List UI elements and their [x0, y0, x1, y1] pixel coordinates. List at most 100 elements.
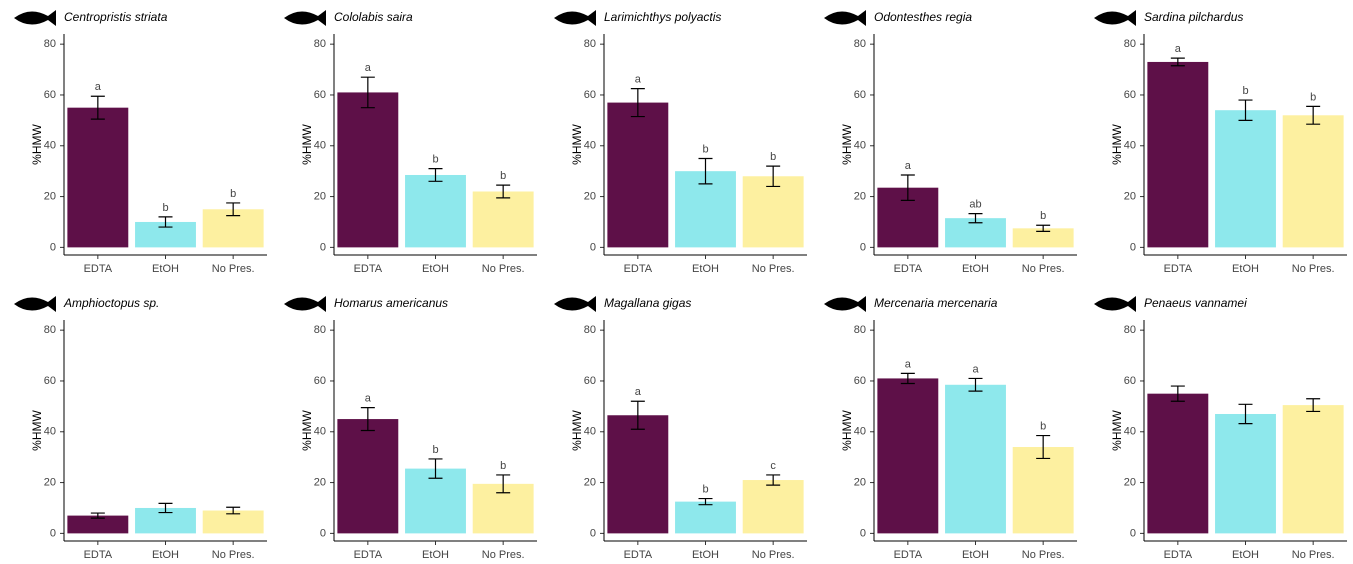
- y-tick-label: 80: [44, 324, 56, 336]
- y-tick-label: 60: [1124, 375, 1136, 387]
- icon: [824, 10, 866, 26]
- bar: [1147, 62, 1208, 247]
- x-tick-label: EDTA: [894, 549, 923, 561]
- significance-letter: b: [702, 483, 708, 495]
- y-tick-label: 0: [860, 527, 866, 539]
- panel-title: Amphioctopus sp.: [63, 296, 159, 310]
- y-axis-label: %HMW: [300, 410, 314, 451]
- x-tick-label: No Pres.: [752, 263, 795, 275]
- bar: [1013, 447, 1074, 533]
- x-tick-label: No Pres.: [482, 549, 525, 561]
- y-axis-label: %HMW: [300, 124, 314, 165]
- y-tick-label: 0: [50, 241, 56, 253]
- bar: [337, 419, 398, 533]
- x-tick-label: No Pres.: [752, 549, 795, 561]
- y-tick-label: 40: [314, 426, 326, 438]
- bar: [877, 378, 938, 533]
- bar: [1283, 115, 1344, 247]
- bar: [1215, 414, 1276, 533]
- significance-letter: b: [702, 143, 708, 155]
- y-tick-label: 80: [44, 38, 56, 50]
- panel-title: Larimichthys polyactis: [604, 10, 721, 24]
- significance-letter: b: [1040, 420, 1046, 432]
- significance-letter: b: [162, 202, 168, 214]
- y-axis-label: %HMW: [1110, 410, 1124, 451]
- y-tick-label: 80: [314, 324, 326, 336]
- x-tick-label: No Pres.: [482, 263, 525, 275]
- x-tick-label: No Pres.: [212, 549, 255, 561]
- y-tick-label: 60: [584, 89, 596, 101]
- y-tick-label: 60: [44, 89, 56, 101]
- icon: [14, 10, 56, 26]
- bar: [1283, 405, 1344, 533]
- significance-letter: b: [230, 188, 236, 200]
- y-tick-label: 0: [590, 527, 596, 539]
- y-tick-label: 60: [584, 375, 596, 387]
- icon: [14, 296, 56, 312]
- y-tick-label: 80: [854, 38, 866, 50]
- x-tick-label: EtOH: [422, 263, 449, 275]
- y-tick-label: 0: [50, 527, 56, 539]
- significance-letter: a: [905, 358, 912, 370]
- significance-letter: a: [635, 386, 642, 398]
- y-tick-label: 80: [584, 324, 596, 336]
- x-tick-label: No Pres.: [1292, 549, 1335, 561]
- y-tick-label: 80: [1124, 38, 1136, 50]
- y-tick-label: 40: [1124, 426, 1136, 438]
- y-tick-label: 20: [44, 476, 56, 488]
- y-axis-label: %HMW: [1110, 124, 1124, 165]
- x-tick-label: EtOH: [422, 549, 449, 561]
- icon: [554, 10, 596, 26]
- y-tick-label: 20: [584, 476, 596, 488]
- panel-title: Centropristis striata: [64, 10, 168, 24]
- y-tick-label: 40: [314, 140, 326, 152]
- y-tick-label: 80: [1124, 324, 1136, 336]
- y-tick-label: 40: [44, 426, 56, 438]
- x-tick-label: No Pres.: [1022, 549, 1065, 561]
- y-tick-label: 0: [320, 241, 326, 253]
- y-tick-label: 60: [44, 375, 56, 387]
- significance-letter: a: [95, 81, 102, 93]
- panel-title: Cololabis saira: [334, 10, 413, 24]
- bar: [337, 92, 398, 247]
- y-tick-label: 40: [584, 426, 596, 438]
- y-axis-label: %HMW: [570, 124, 584, 165]
- significance-letter: b: [500, 170, 506, 182]
- y-tick-label: 20: [1124, 476, 1136, 488]
- x-tick-label: EDTA: [1164, 549, 1193, 561]
- icon: [284, 10, 326, 26]
- y-tick-label: 40: [584, 140, 596, 152]
- y-tick-label: 0: [1130, 241, 1136, 253]
- y-axis-label: %HMW: [840, 124, 854, 165]
- bar: [607, 415, 668, 533]
- figure: Centropristis striata %HMW 0 20 40 60 80 a EDTA b…: [0, 0, 1353, 564]
- x-tick-label: EDTA: [354, 549, 383, 561]
- significance-letter: b: [770, 151, 776, 163]
- icon: [284, 296, 326, 312]
- y-tick-label: 40: [1124, 140, 1136, 152]
- bar: [1147, 394, 1208, 534]
- significance-letter: a: [1175, 43, 1182, 55]
- y-tick-label: 20: [584, 190, 596, 202]
- x-tick-label: EDTA: [1164, 263, 1193, 275]
- x-tick-label: EtOH: [692, 549, 719, 561]
- panel-title: Penaeus vannamei: [1144, 296, 1247, 310]
- x-tick-label: EtOH: [962, 263, 989, 275]
- bar: [1215, 110, 1276, 247]
- x-tick-label: No Pres.: [1292, 263, 1335, 275]
- bar: [473, 191, 534, 247]
- x-tick-label: EtOH: [962, 549, 989, 561]
- x-tick-label: EtOH: [152, 549, 179, 561]
- x-tick-label: EtOH: [1232, 549, 1259, 561]
- y-tick-label: 40: [854, 426, 866, 438]
- y-tick-label: 0: [1130, 527, 1136, 539]
- y-axis-label: %HMW: [30, 410, 44, 451]
- x-tick-label: EDTA: [84, 263, 113, 275]
- y-tick-label: 80: [314, 38, 326, 50]
- y-tick-label: 80: [584, 38, 596, 50]
- significance-letter: a: [905, 160, 912, 172]
- y-tick-label: 20: [854, 476, 866, 488]
- panel-title: Sardina pilchardus: [1144, 10, 1243, 24]
- significance-letter: a: [365, 62, 372, 74]
- panel-title: Homarus americanus: [334, 296, 448, 310]
